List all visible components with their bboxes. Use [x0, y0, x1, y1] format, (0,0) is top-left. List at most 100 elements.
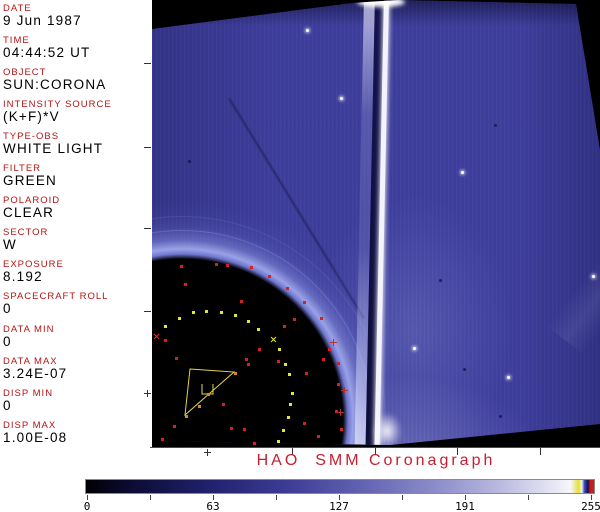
fiducial-dot-red: [320, 317, 323, 320]
star-point: [507, 376, 510, 379]
metadata-entry: TYPE-OBS WHITE LIGHT: [3, 131, 151, 156]
metadata-label: FILTER: [3, 163, 42, 175]
fiducial-dot-yellow: [205, 310, 208, 313]
metadata-entry: DISP MIN 0: [3, 388, 151, 413]
fiducial-dot-yellow: [192, 311, 195, 314]
x-axis-tick: [540, 448, 541, 455]
fiducial-dot-red: [175, 357, 178, 360]
y-axis-tick: [144, 228, 151, 229]
colorbar-tick: [213, 495, 214, 500]
colorbar-tick: [528, 495, 529, 500]
metadata-label: SECTOR: [3, 227, 49, 239]
metadata-entry: DATA MIN 0: [3, 324, 151, 349]
fiducial-dot-red: [258, 348, 261, 351]
fiducial-dot-red: [335, 410, 338, 413]
x-axis-tick: [292, 448, 293, 455]
metadata-label: OBJECT: [3, 67, 47, 79]
colorbar-tick-label: 191: [455, 500, 475, 512]
metadata-label: DISP MIN: [3, 387, 54, 399]
fiducial-dot-yellow: [247, 320, 250, 323]
fiducial-dot-red: [286, 287, 289, 290]
fiducial-dot-red: [303, 301, 306, 304]
metadata-label: TIME: [3, 35, 30, 47]
dust-speck: [188, 160, 191, 163]
colorbar-tick: [150, 495, 151, 500]
fiducial-dot-red: [293, 318, 296, 321]
fiducial-dot-red: [222, 403, 225, 406]
fiducial-dot-red: [328, 348, 331, 351]
fiducial-dot-orange: [185, 415, 188, 418]
fiducial-dot-yellow: [164, 325, 167, 328]
star-point: [340, 97, 343, 100]
fiducial-dot-red: [268, 275, 271, 278]
dust-speck: [494, 124, 497, 127]
star-point: [461, 171, 464, 174]
image-title: HAO SMM Coronagraph: [256, 452, 496, 469]
fiducial-dot-orange: [198, 405, 201, 408]
fiducial-dot-orange: [234, 372, 237, 375]
metadata-value: GREEN: [3, 173, 58, 189]
metadata-label: DATA MIN: [3, 323, 55, 335]
fiducial-dot-yellow: [282, 429, 285, 432]
metadata-entry: DISP MAX 1.00E-08: [3, 420, 151, 445]
fiducial-dot-red: [226, 264, 229, 267]
fiducial-dot-red: [245, 358, 248, 361]
fiducial-dot-red: [250, 266, 253, 269]
metadata-value: CLEAR: [3, 205, 55, 221]
colorbar-tick-labels: 0 63 127 191 255: [83, 500, 600, 512]
metadata-label: TYPE-OBS: [3, 131, 60, 143]
fiducial-dot-red: [322, 358, 325, 361]
colorbar-tick-label: 127: [329, 500, 349, 512]
dust-speck: [499, 415, 502, 418]
colorbar-tick-label: 0: [83, 500, 91, 512]
x-marker: [152, 332, 161, 342]
fiducial-dot-yellow: [284, 363, 287, 366]
colorbar-tick-label: 63: [206, 500, 220, 512]
metadata-value: SUN:CORONA: [3, 77, 107, 93]
colorbar-tick: [339, 495, 340, 500]
colorbar-gradient: [86, 480, 594, 493]
star-point: [592, 275, 595, 278]
fiducial-dot-red: [340, 428, 343, 431]
fiducial-dot-yellow: [220, 311, 223, 314]
fiducial-dot-red: [305, 372, 308, 375]
metadata-value: 0: [3, 333, 12, 349]
pylon-top-flare: [357, 0, 405, 7]
colorbar: [85, 479, 595, 494]
metadata-value: WHITE LIGHT: [3, 141, 104, 157]
fiducial-dot-yellow: [287, 416, 290, 419]
colorbar-tick: [402, 495, 403, 500]
metadata-label: DATE: [3, 3, 32, 14]
fiducial-dot-red: [243, 428, 246, 431]
fiducial-dot-orange: [207, 393, 210, 396]
fiducial-dot-red: [247, 363, 250, 366]
plus-marker: [337, 409, 344, 416]
fiducial-dot-red: [283, 325, 286, 328]
y-axis-tick: [144, 63, 151, 64]
fiducial-dot-yellow: [234, 314, 237, 317]
fiducial-dot-red: [317, 435, 320, 438]
metadata-value: (K+F)*V: [3, 109, 60, 125]
metadata-entry: SECTOR W: [3, 227, 151, 252]
metadata-value: 9 Jun 1987: [3, 13, 82, 28]
y-axis-tick: [144, 147, 151, 148]
metadata-label: DISP MAX: [3, 419, 57, 431]
metadata-entry: EXPOSURE 8.192: [3, 259, 151, 284]
metadata-entry: TIME 04:44:52 UT: [3, 35, 151, 60]
fiducial-dot-red: [164, 339, 167, 342]
metadata-label: EXPOSURE: [3, 259, 64, 271]
metadata-value: 0: [3, 301, 12, 317]
y-axis-tick: [144, 390, 151, 397]
pylon-bottom-flare: [372, 412, 402, 445]
metadata-entry: FILTER GREEN: [3, 163, 151, 188]
metadata-value: 3.24E-07: [3, 365, 68, 381]
dust-speck: [439, 279, 442, 282]
dust-speck: [463, 368, 466, 371]
x-axis-tick: [204, 449, 211, 456]
star-point: [306, 29, 309, 32]
fiducial-dot-yellow: [278, 348, 281, 351]
x-axis-tick: [375, 448, 376, 455]
star-point: [413, 347, 416, 350]
fiducial-dot-red: [337, 383, 340, 386]
fiducial-dot-red: [230, 427, 233, 430]
